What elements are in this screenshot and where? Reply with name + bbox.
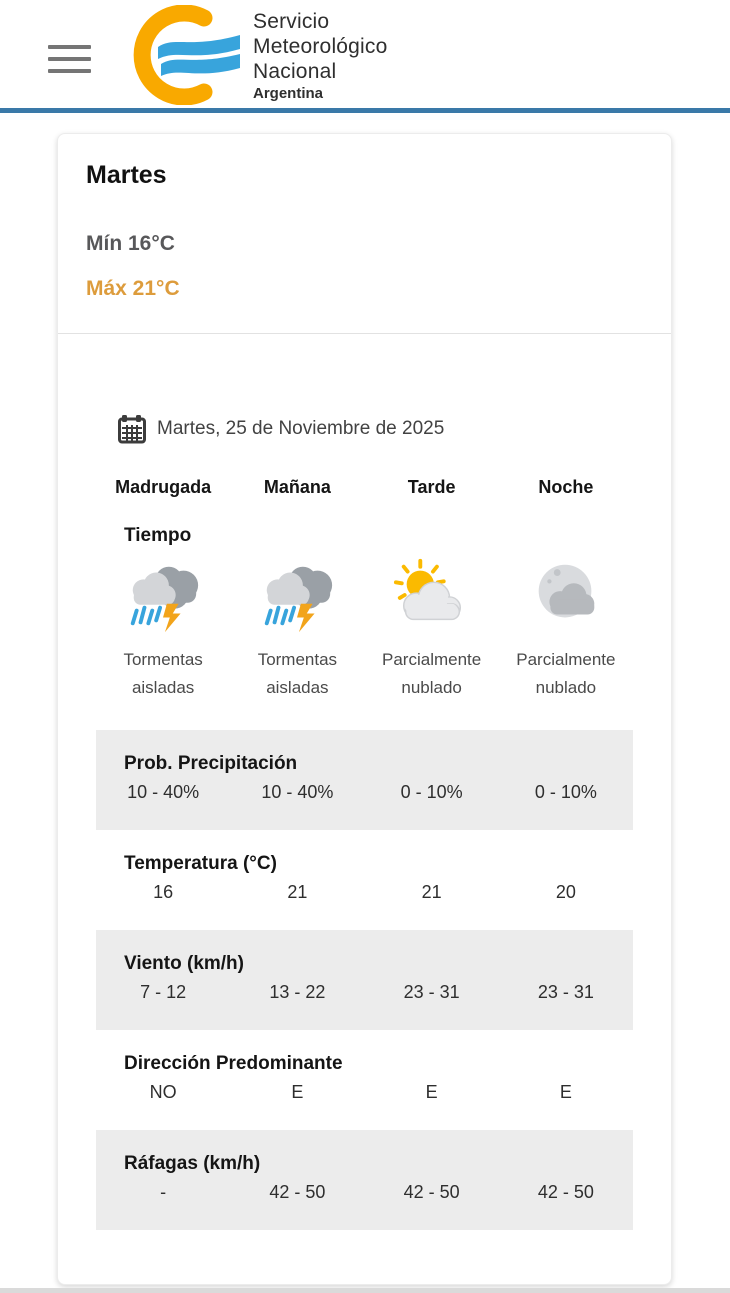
- stat-row-temperature: Temperatura (°C) 16 21 21 20: [96, 830, 633, 930]
- storm-icon: [256, 566, 338, 639]
- weather-cell: Parcialmente nublado: [365, 555, 499, 702]
- max-temperature: Máx 21°C: [86, 277, 180, 300]
- stat-value: E: [425, 1082, 438, 1102]
- logo-title-line: Meteorológico: [253, 35, 388, 58]
- stat-value: 20: [555, 882, 576, 902]
- stat-value: 10 - 40%: [127, 782, 200, 802]
- page-bottom-strip: [0, 1288, 730, 1293]
- stat-value: NO: [149, 1082, 177, 1102]
- rain-streaks: [130, 605, 163, 626]
- stat-label: Prob. Precipitación: [124, 753, 298, 774]
- moon-cloud-icon: [525, 564, 607, 639]
- sun-cloud-icon: [391, 558, 473, 639]
- card-divider: [58, 333, 671, 334]
- day-summary: Martes Mín 16°C Máx 21°C: [58, 134, 671, 333]
- smn-logo[interactable]: Servicio Meteorológico Nacional Argentin…: [127, 5, 388, 105]
- app-header: Servicio Meteorológico Nacional Argentin…: [0, 0, 730, 113]
- stat-value: 23 - 31: [537, 982, 594, 1002]
- stat-value: E: [559, 1082, 572, 1102]
- stat-value: 21: [421, 882, 442, 902]
- stat-value: 42 - 50: [403, 1182, 460, 1202]
- stat-value: 42 - 50: [269, 1182, 326, 1202]
- rain-streaks: [265, 605, 297, 626]
- condition-label: Tormentas aisladas: [257, 650, 338, 697]
- stat-row-wind: Viento (km/h) 7 - 12 13 - 22 23 - 31 23 …: [96, 930, 633, 1030]
- stat-value: 0 - 10%: [400, 782, 463, 802]
- weather-row-label: Tiempo: [124, 525, 192, 546]
- stat-value: 13 - 22: [269, 982, 326, 1002]
- day-title: Martes: [86, 161, 167, 189]
- weather-cell: Tormentas aisladas: [230, 555, 364, 702]
- stat-row-gusts: Ráfagas (km/h) - 42 - 50 42 - 50 42 - 50: [96, 1130, 633, 1230]
- menu-icon[interactable]: [48, 45, 91, 73]
- period-madrugada: Madrugada: [115, 477, 212, 497]
- stat-value: 0 - 10%: [534, 782, 597, 802]
- weather-cell: Tormentas aisladas: [96, 555, 230, 702]
- stat-value: -: [160, 1182, 167, 1202]
- smn-logo-text: Servicio Meteorológico Nacional Argentin…: [253, 9, 388, 102]
- stat-label: Dirección Predominante: [124, 1053, 343, 1074]
- stats-table: Prob. Precipitación 10 - 40% 10 - 40% 0 …: [96, 730, 633, 1230]
- stat-label: Ráfagas (km/h): [124, 1153, 261, 1174]
- stat-label: Viento (km/h): [124, 953, 244, 974]
- storm-cloud-front: [267, 572, 311, 605]
- stat-value: 23 - 31: [403, 982, 460, 1002]
- calendar-icon: [118, 415, 146, 444]
- stat-value: 21: [287, 882, 308, 902]
- storm-cloud-front: [132, 572, 176, 605]
- period-manana: Mañana: [263, 477, 331, 497]
- logo-subtitle: Argentina: [253, 85, 324, 102]
- period-header-row: Madrugada Mañana Tarde Noche: [96, 477, 633, 498]
- lightning-bolt: [163, 603, 181, 633]
- condition-label: Tormentas aisladas: [123, 650, 203, 697]
- stat-value: 10 - 40%: [261, 782, 334, 802]
- min-temperature: Mín 16°C: [86, 232, 175, 255]
- cloud-front: [402, 581, 461, 621]
- date-text: Martes, 25 de Noviembre de 2025: [157, 418, 445, 439]
- period-tarde: Tarde: [407, 477, 456, 497]
- logo-title-line: Nacional: [253, 60, 337, 83]
- stat-value: 7 - 12: [140, 982, 187, 1002]
- stat-label: Temperatura (°C): [124, 853, 277, 874]
- stat-row-direction: Dirección Predominante NO E E E: [96, 1030, 633, 1130]
- lightning-bolt: [297, 603, 315, 633]
- storm-icon: [122, 566, 204, 639]
- date-row: Martes, 25 de Noviembre de 2025: [118, 414, 633, 444]
- weather-cell: Parcialmente nublado: [499, 555, 633, 702]
- smn-logo-icon: [133, 5, 240, 105]
- period-noche: Noche: [538, 477, 594, 497]
- forecast-detail: Martes, 25 de Noviembre de 2025 Madrugad…: [58, 414, 671, 1230]
- stat-row-precipitation: Prob. Precipitación 10 - 40% 10 - 40% 0 …: [96, 730, 633, 830]
- day-forecast-card: Martes Mín 16°C Máx 21°C Martes, 25 de N…: [57, 133, 672, 1285]
- stat-value: 16: [153, 882, 174, 902]
- cloud-front: [549, 583, 595, 615]
- condition-label: Parcialmente nublado: [382, 650, 482, 697]
- stat-value: E: [291, 1082, 304, 1102]
- condition-label: Parcialmente nublado: [516, 650, 616, 697]
- weather-row: Tormentas aisladas Tormentas aisladas: [96, 555, 633, 702]
- logo-title-line: Servicio: [253, 10, 330, 33]
- stat-value: 42 - 50: [537, 1182, 594, 1202]
